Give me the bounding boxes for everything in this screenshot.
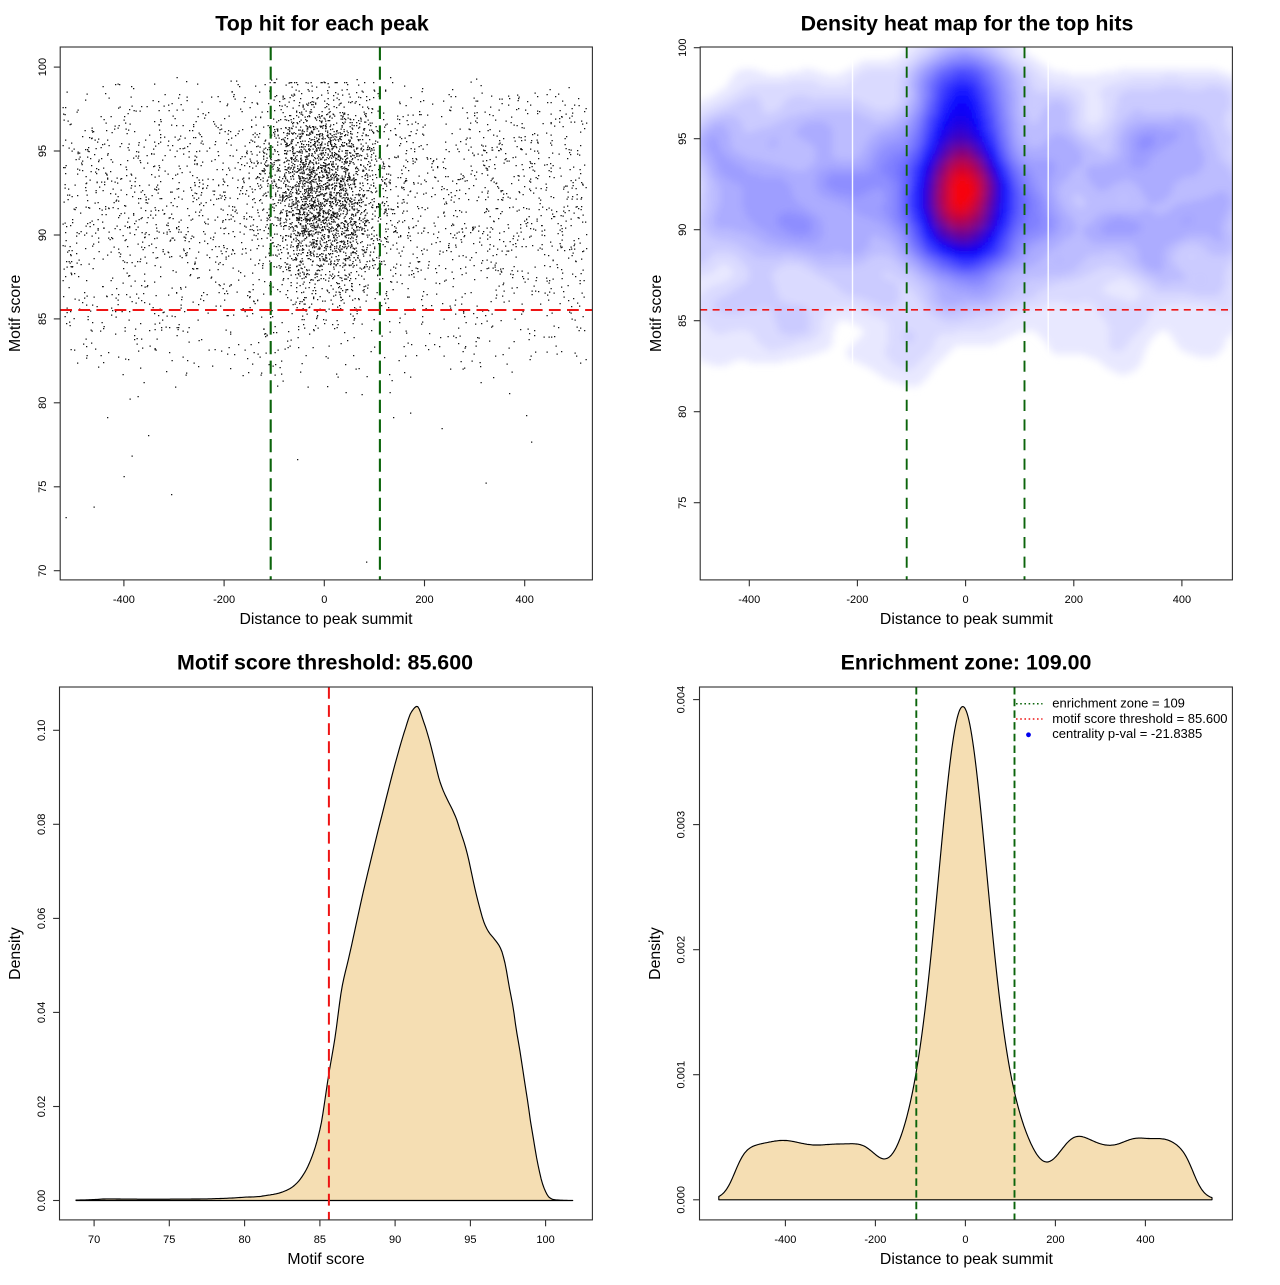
svg-text:-400: -400	[738, 594, 760, 606]
svg-text:85: 85	[37, 313, 49, 325]
svg-text:400: 400	[516, 594, 534, 606]
svg-text:95: 95	[37, 145, 49, 157]
svg-text:85: 85	[677, 315, 689, 327]
svg-text:Motif score: Motif score	[648, 275, 665, 352]
svg-text:0.003: 0.003	[676, 811, 688, 839]
svg-text:200: 200	[1065, 594, 1083, 606]
svg-text:Enrichment zone: 109.00: Enrichment zone: 109.00	[841, 651, 1092, 675]
svg-text:0.06: 0.06	[36, 908, 48, 929]
svg-text:Distance to peak summit: Distance to peak summit	[880, 611, 1054, 628]
svg-text:enrichment zone = 109: enrichment zone = 109	[1052, 696, 1185, 711]
svg-text:centrality p-val = -21.8385: centrality p-val = -21.8385	[1052, 726, 1202, 741]
svg-text:80: 80	[37, 397, 49, 409]
svg-text:-200: -200	[864, 1234, 886, 1246]
svg-text:70: 70	[37, 565, 49, 577]
svg-text:motif score threshold = 85.600: motif score threshold = 85.600	[1052, 711, 1227, 726]
svg-text:-200: -200	[846, 594, 868, 606]
svg-text:Density: Density	[7, 927, 24, 980]
svg-text:90: 90	[37, 229, 49, 241]
svg-text:0.02: 0.02	[36, 1096, 48, 1117]
svg-text:100: 100	[677, 39, 689, 57]
svg-text:90: 90	[389, 1234, 401, 1246]
svg-text:95: 95	[677, 133, 689, 145]
svg-text:Motif score: Motif score	[7, 275, 24, 352]
svg-text:Distance to peak summit: Distance to peak summit	[240, 611, 414, 628]
svg-text:100: 100	[37, 58, 49, 76]
svg-text:Top hit for each peak: Top hit for each peak	[215, 12, 429, 36]
svg-text:Distance to peak summit: Distance to peak summit	[880, 1251, 1054, 1268]
svg-text:80: 80	[238, 1234, 250, 1246]
svg-text:0: 0	[962, 1234, 968, 1246]
svg-text:Motif score: Motif score	[287, 1251, 364, 1268]
svg-text:85: 85	[314, 1234, 326, 1246]
svg-text:75: 75	[677, 497, 689, 509]
svg-text:400: 400	[1173, 594, 1191, 606]
svg-text:Density: Density	[647, 927, 664, 980]
svg-text:100: 100	[536, 1234, 554, 1246]
svg-text:200: 200	[1046, 1234, 1064, 1246]
svg-text:-200: -200	[213, 594, 235, 606]
svg-text:0.000: 0.000	[676, 1186, 688, 1214]
svg-text:200: 200	[415, 594, 433, 606]
svg-text:400: 400	[1136, 1234, 1154, 1246]
svg-text:0: 0	[963, 594, 969, 606]
svg-text:75: 75	[37, 481, 49, 493]
svg-text:-400: -400	[113, 594, 135, 606]
svg-text:0.04: 0.04	[36, 1002, 48, 1023]
svg-text:Density heat map for the top h: Density heat map for the top hits	[801, 12, 1134, 36]
svg-text:0.001: 0.001	[676, 1061, 688, 1089]
svg-text:70: 70	[88, 1234, 100, 1246]
svg-text:-400: -400	[774, 1234, 796, 1246]
svg-text:0.004: 0.004	[676, 686, 688, 714]
svg-text:0.08: 0.08	[36, 814, 48, 835]
svg-text:0.00: 0.00	[36, 1190, 48, 1211]
svg-text:0: 0	[321, 594, 327, 606]
svg-text:95: 95	[464, 1234, 476, 1246]
svg-text:0.10: 0.10	[36, 720, 48, 741]
svg-text:90: 90	[677, 224, 689, 236]
svg-text:0.002: 0.002	[676, 936, 688, 964]
svg-text:80: 80	[677, 406, 689, 418]
svg-text:75: 75	[163, 1234, 175, 1246]
svg-text:Motif score threshold: 85.600: Motif score threshold: 85.600	[177, 651, 473, 675]
